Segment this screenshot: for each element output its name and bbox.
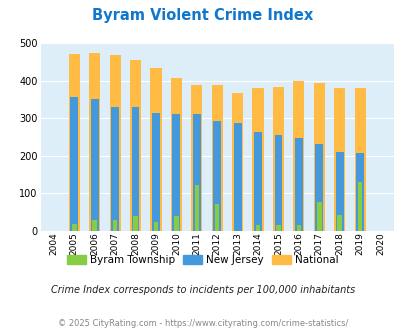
Bar [133, 216, 137, 231]
Bar [315, 144, 322, 231]
Bar [313, 83, 324, 231]
Bar [153, 222, 158, 231]
Bar [213, 121, 221, 231]
Bar [113, 220, 117, 231]
Bar [211, 85, 222, 231]
Bar [316, 202, 321, 231]
Bar [131, 107, 139, 231]
Bar [130, 60, 141, 231]
Bar [252, 88, 263, 231]
Bar [272, 86, 284, 231]
Bar [292, 81, 304, 231]
Bar [172, 115, 180, 231]
Bar [111, 107, 119, 231]
Bar [231, 92, 243, 231]
Bar [275, 225, 280, 231]
Bar [274, 135, 281, 231]
Bar [233, 123, 241, 231]
Bar [70, 97, 78, 231]
Bar [337, 215, 341, 231]
Text: © 2025 CityRating.com - https://www.cityrating.com/crime-statistics/: © 2025 CityRating.com - https://www.city… [58, 319, 347, 328]
Bar [150, 69, 161, 231]
Text: Byram Violent Crime Index: Byram Violent Crime Index [92, 8, 313, 23]
Bar [333, 88, 345, 231]
Bar [194, 185, 198, 231]
Bar [174, 216, 178, 231]
Bar [354, 88, 365, 231]
Bar [296, 225, 301, 231]
Bar [254, 132, 261, 231]
Bar [191, 85, 202, 231]
Bar [171, 78, 181, 231]
Bar [109, 55, 120, 231]
Text: Crime Index corresponds to incidents per 100,000 inhabitants: Crime Index corresponds to incidents per… [51, 285, 354, 295]
Bar [89, 53, 100, 231]
Bar [152, 113, 160, 231]
Bar [255, 225, 260, 231]
Bar [91, 99, 98, 231]
Bar [214, 204, 219, 231]
Bar [192, 115, 200, 231]
Bar [294, 138, 302, 231]
Bar [357, 182, 362, 231]
Bar [72, 224, 77, 231]
Bar [355, 153, 363, 231]
Bar [92, 220, 97, 231]
Bar [68, 54, 80, 231]
Legend: Byram Township, New Jersey, National: Byram Township, New Jersey, National [63, 251, 342, 269]
Bar [335, 151, 343, 231]
